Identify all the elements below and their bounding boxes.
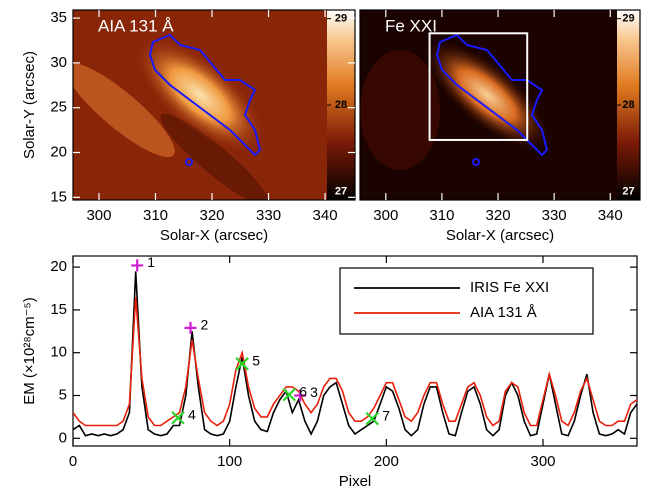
x-axis-label: Solar-X (arcsec) [160, 227, 268, 244]
x-tick-label: 300 [530, 453, 555, 470]
legend-box [339, 267, 594, 335]
colorbar-tick-label: 29 [335, 13, 347, 25]
x-tick-label: 320 [486, 207, 511, 224]
marker-label: 2 [201, 317, 209, 333]
fov-box [428, 32, 529, 141]
marker [282, 387, 296, 402]
marker [184, 321, 197, 334]
marker-label: 3 [310, 384, 318, 400]
fexxi-image [360, 10, 640, 200]
plot-area [73, 271, 637, 437]
x-tick-label: 310 [143, 207, 168, 224]
marker-label: 1 [147, 254, 155, 270]
colorbar [327, 10, 355, 200]
x-tick-label: 300 [373, 207, 398, 224]
axes-frame [359, 9, 641, 201]
marker [235, 357, 249, 371]
y-axis-label: EM (×10²⁸cm⁻⁵) [21, 297, 38, 405]
x-tick-label: 300 [86, 207, 111, 224]
y-tick-label: 5 [59, 386, 67, 403]
colorbar-tick-label: 28 [622, 99, 634, 111]
x-axis-label: Pixel [339, 473, 372, 490]
y-tick-label: 10 [50, 344, 67, 361]
y-tick-label: 0 [59, 429, 67, 446]
x-tick-label: 330 [256, 207, 281, 224]
y-tick-label: 15 [50, 301, 67, 318]
series-line [73, 271, 637, 437]
marker [365, 411, 380, 426]
x-tick-label: 320 [200, 207, 225, 224]
colorbar-tick-label: 29 [622, 13, 634, 25]
y-axis-label: Solar-Y (arcsec) [21, 51, 38, 159]
colorbar-tick-label: 27 [335, 185, 347, 197]
marker-label: 7 [382, 407, 390, 423]
x-tick-label: 0 [69, 453, 77, 470]
x-tick-label: 100 [217, 453, 242, 470]
x-tick-label: 200 [374, 453, 399, 470]
marker-label: 6 [299, 383, 307, 399]
x-tick-label: 310 [429, 207, 454, 224]
x-tick-label: 330 [542, 207, 567, 224]
marker [171, 410, 185, 425]
colorbar-tick-label: 28 [335, 99, 347, 111]
legend-label: IRIS Fe XXI [470, 279, 549, 296]
y-tick-label: 20 [50, 258, 67, 275]
panel-title: Fe XXI [385, 16, 437, 35]
legend-label: AIA 131 Å [470, 304, 537, 321]
colorbar [617, 10, 640, 200]
panel-title: AIA 131 Å [98, 16, 174, 35]
y-tick-label: 30 [50, 54, 67, 71]
aia-image [73, 10, 355, 200]
y-tick-label: 35 [50, 9, 67, 26]
y-tick-label: 25 [50, 99, 67, 116]
marker-label: 4 [188, 406, 196, 422]
axes-frame [72, 255, 638, 447]
marker [131, 259, 144, 272]
y-tick-label: 15 [50, 188, 67, 205]
marker [294, 389, 307, 402]
axes-frame [72, 9, 356, 201]
series-line [73, 297, 637, 427]
y-tick-label: 20 [50, 143, 67, 160]
x-axis-label: Solar-X (arcsec) [446, 227, 554, 244]
x-tick-label: 340 [313, 207, 338, 224]
colorbar-tick-label: 27 [622, 185, 634, 197]
x-tick-label: 340 [598, 207, 623, 224]
marker-label: 5 [252, 353, 260, 369]
